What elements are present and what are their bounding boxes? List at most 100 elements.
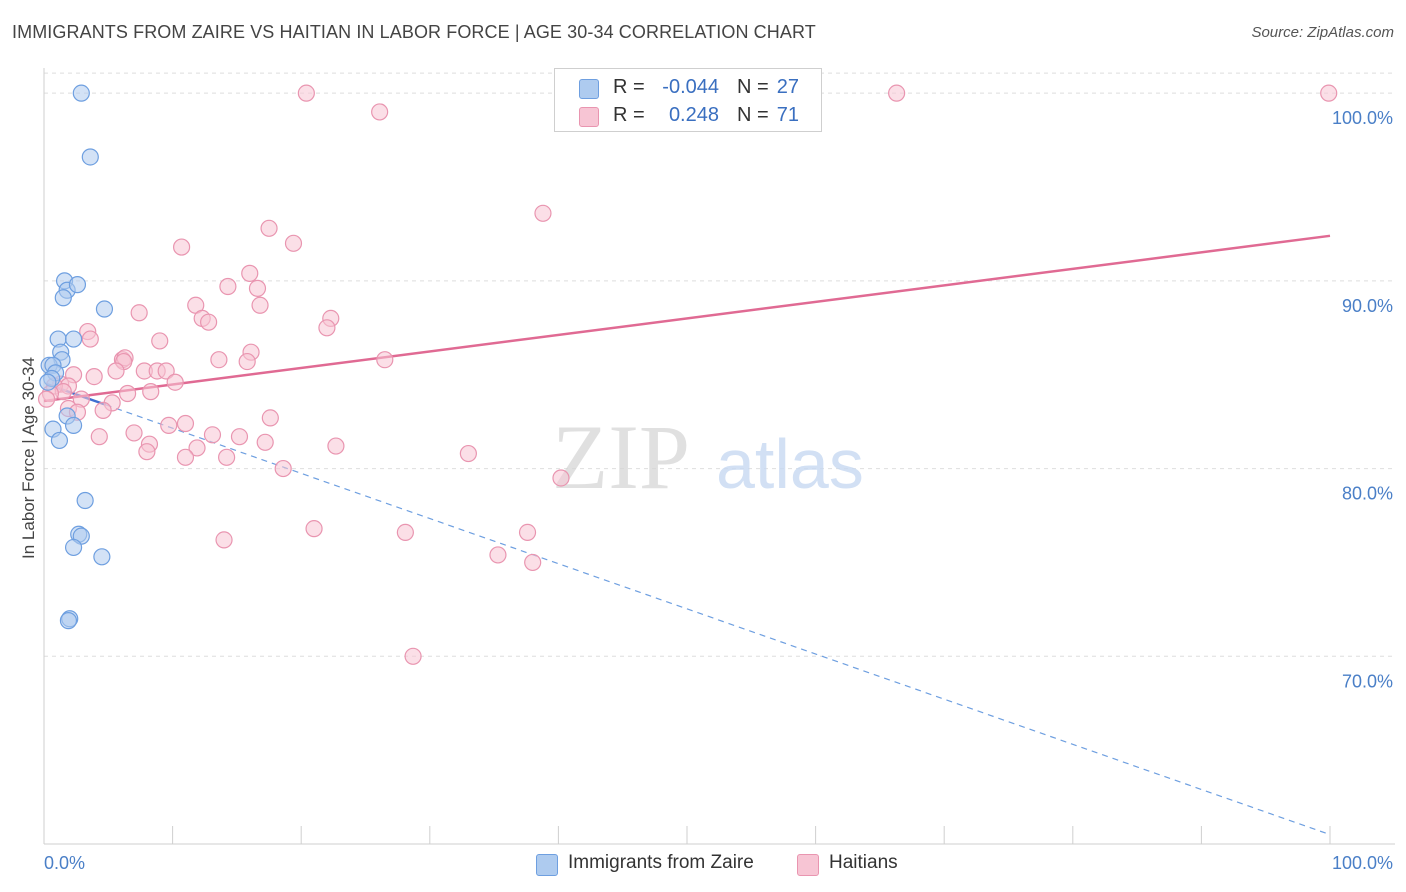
data-point [297,84,315,102]
data-point [68,276,87,294]
data-point [230,428,249,446]
data-point [95,300,114,318]
data-point [130,304,148,322]
data-point [59,612,78,630]
data-point [1320,84,1338,102]
legend-r-value: 0.248 [668,104,719,126]
data-point [318,319,336,337]
data-point [54,289,72,307]
data-point [215,531,233,549]
data-point [274,459,292,478]
data-point [37,390,56,408]
data-point [160,416,178,435]
watermark: ZIP atlas [552,406,864,508]
data-point [151,332,169,350]
data-point [173,238,191,256]
data-point [176,414,195,433]
data-point [241,264,259,282]
data-point [90,428,108,446]
x-tick-labels: 0.0% 100.0% [44,853,1393,873]
data-point [64,330,83,348]
data-point [188,439,206,457]
data-point [81,330,99,348]
series-swatch-haitians [797,854,819,876]
data-point [94,401,112,419]
data-point [218,448,236,466]
trend-lines [43,234,1331,836]
data-point [256,433,274,451]
data-point [404,647,422,665]
data-points [37,84,1338,665]
data-point [81,148,99,166]
data-point [118,384,137,403]
data-point [50,431,69,450]
data-point [72,84,90,102]
trend-line-zaire-dashed [105,404,1331,836]
data-point [534,204,552,222]
data-point [305,520,323,538]
data-point [261,409,279,427]
source-label: Source: ZipAtlas.com [1251,24,1394,41]
legend-n-value: 71 [776,104,799,126]
data-point [524,553,542,572]
watermark-zip: ZIP [552,406,690,508]
legend-swatch-haitians [579,107,599,127]
data-point [248,279,267,297]
x-tick-label-max: 100.0% [1332,853,1393,873]
data-point [76,491,94,510]
data-point [396,523,414,542]
data-point [138,443,156,461]
watermark-atlas: atlas [716,425,864,503]
trend-line-haitians [43,234,1331,403]
data-point [260,219,278,237]
data-point [219,277,237,296]
legend-swatch-zaire [579,79,599,99]
data-point [888,84,906,102]
data-point [200,313,218,331]
data-point [107,362,125,380]
data-point [371,103,389,121]
series-label-haitians: Haitians [829,852,898,873]
data-point [166,373,184,391]
data-point [459,444,477,463]
correlation-legend: R = -0.044 N = 27 R = 0.248 N = 71 [554,68,822,132]
y-tick-label: 70.0% [1342,671,1393,691]
data-point [518,523,537,542]
legend-r-value: -0.044 [662,76,719,98]
legend-row-zaire: R = -0.044 N = 27 [555,73,821,101]
data-point [93,548,111,566]
data-point [39,373,57,391]
y-tick-label: 80.0% [1342,484,1393,504]
axes [43,68,1395,845]
data-point [157,362,175,380]
legend-n-label: N = [737,104,769,126]
x-tick-label-min: 0.0% [44,853,85,873]
data-point [176,448,195,466]
data-point [251,296,269,314]
legend-row-haitians: R = 0.248 N = 71 [555,101,821,129]
data-point [327,437,345,455]
data-point [85,368,103,386]
legend-r-label: R = [613,104,645,126]
data-point [284,234,303,252]
y-axis-label: In Labor Force | Age 30-34 [19,357,38,559]
data-point [376,351,394,369]
chart-title: IMMIGRANTS FROM ZAIRE VS HAITIAN IN LABO… [12,22,816,42]
data-point [203,426,222,444]
legend-n-label: N = [737,76,769,98]
data-point [125,424,143,442]
data-point [552,469,570,487]
data-point [142,383,160,401]
data-point [64,416,83,435]
legend-r-label: R = [613,76,645,98]
data-point [489,546,507,564]
series-label-zaire: Immigrants from Zaire [568,852,754,873]
legend-n-value: 27 [776,76,799,98]
data-point [210,351,228,369]
series-swatch-zaire [536,854,558,876]
data-point [64,538,83,557]
y-tick-label: 90.0% [1342,296,1393,316]
y-tick-labels: 70.0% 80.0% 90.0% 100.0% [1332,108,1393,691]
data-point [238,352,256,371]
